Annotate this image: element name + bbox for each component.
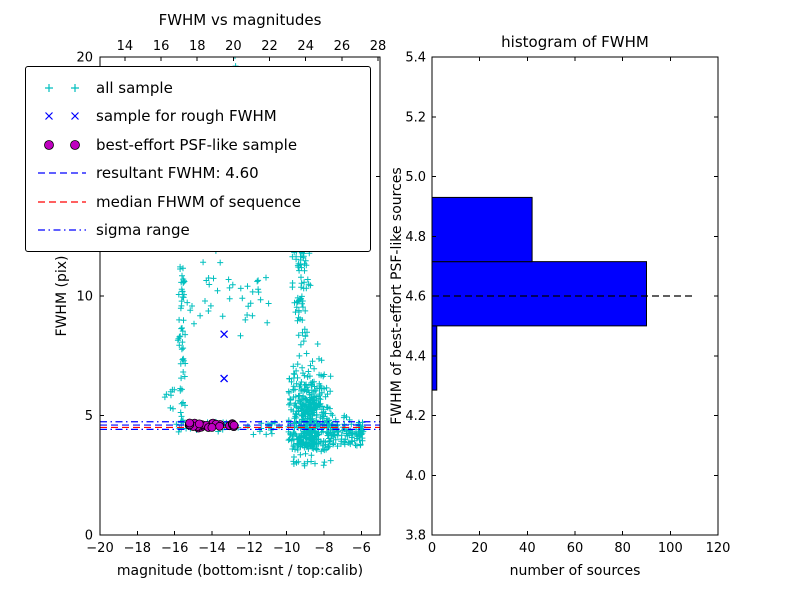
tick-label: 5.4 [405,51,426,66]
rough-fwhm-scatter [220,330,229,383]
left-plot-xlabel: magnitude (bottom:isnt / top:calib) [116,563,364,579]
tick-label: 10 [76,290,93,305]
tick-label: −16 [161,541,188,556]
tick-label: 5.2 [405,110,426,125]
tick-label: 5 [85,409,93,424]
median-dashed-line-icon [36,192,88,212]
resultant-dashed-line-icon [36,163,88,183]
tick-label: 0 [85,529,93,544]
tick-label: 14 [117,39,134,54]
tick-label: 22 [261,39,278,54]
legend-label-psf-sample: best-effort PSF-like sample [96,135,298,154]
tick-label: 5.0 [405,170,426,185]
legend-item-all-sample: all sample [36,75,360,101]
psf-sample-point [229,420,239,430]
tick-label: −14 [198,541,225,556]
left-plot-title: FWHM vs magnitudes [158,11,322,29]
legend-item-rough-fwhm: sample for rough FWHM [36,103,360,129]
tick-label: 20 [471,541,488,556]
tick-label: −10 [273,541,300,556]
legend-label-rough-fwhm: sample for rough FWHM [96,107,277,126]
tick-label: 4.6 [405,290,426,305]
legend-item-resultant-fwhm: resultant FWHM: 4.60 [36,160,360,186]
legend-item-sigma-range: sigma range [36,217,360,243]
tick-label: 80 [614,541,631,556]
legend: all sample sample for rough FWHM best-ef… [25,66,371,252]
legend-label-median-fwhm: median FHWM of sequence [96,192,301,211]
legend-label-resultant-fwhm: resultant FWHM: 4.60 [96,164,259,183]
circle-marker-icon [36,135,88,155]
tick-label: 24 [297,39,314,54]
right-plot-title: histogram of FWHM [501,33,649,51]
tick-label: −20 [86,541,113,556]
tick-label: 20 [225,39,242,54]
plus-marker-icon [36,78,88,98]
hist-bar [431,325,438,391]
tick-label: 4.4 [405,349,426,364]
sigma-dashdot-line-icon [36,220,88,240]
tick-label: 3.8 [405,529,426,544]
tick-label: 120 [706,541,731,556]
tick-label: 18 [189,39,206,54]
tick-label: 20 [76,51,93,66]
tick-label: 60 [567,541,584,556]
legend-item-psf-sample: best-effort PSF-like sample [36,132,360,158]
legend-label-sigma-range: sigma range [96,220,190,239]
psf-sample-point [194,419,204,429]
tick-label: 4.2 [405,409,426,424]
tick-label: 0 [428,541,436,556]
tick-label: 16 [153,39,170,54]
tick-label: 40 [519,541,536,556]
legend-label-all-sample: all sample [96,79,173,97]
psf-sample-point [185,418,195,428]
tick-label: −18 [124,541,151,556]
tick-label: −12 [236,541,263,556]
x-marker-icon [36,106,88,126]
psf-sample-point [207,422,217,432]
right-plot-xlabel: number of sources [509,563,641,579]
tick-label: 100 [658,541,683,556]
tick-label: 4.8 [405,230,426,245]
tick-label: −8 [314,541,333,556]
psf-sample-point [215,421,225,431]
left-plot-data [100,57,380,469]
tick-label: 28 [370,39,387,54]
tick-label: 4.0 [405,469,426,484]
legend-item-median-fwhm: median FHWM of sequence [36,189,360,215]
right-plot-ylabel: FWHM of best-effort PSF-like sources [389,167,405,425]
hist-bar [431,196,533,263]
tick-label: 26 [334,39,351,54]
tick-label: −6 [352,541,371,556]
all-sample-scatter [161,57,367,469]
hist-bar [431,261,647,327]
